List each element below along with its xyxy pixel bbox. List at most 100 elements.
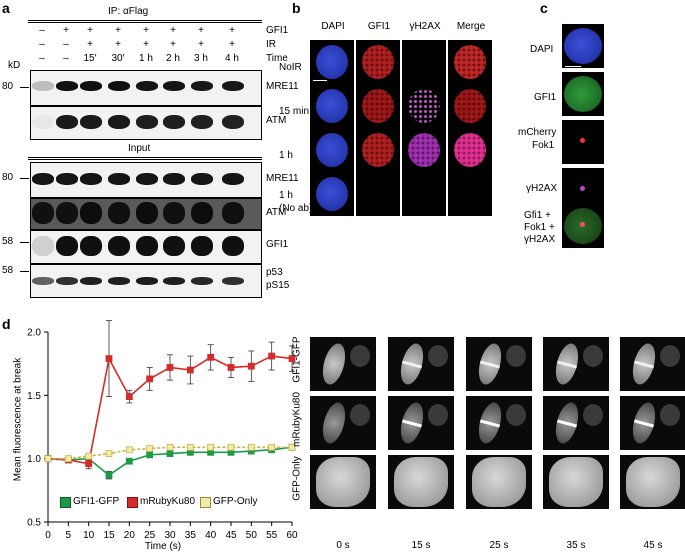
live-time-15: 15 s xyxy=(411,540,431,551)
legend-swatch-gfp-only xyxy=(200,497,211,508)
col-label-gfi1: GFI1 xyxy=(367,21,391,32)
neighbor-nucleus xyxy=(660,345,680,367)
neighbor-nucleus xyxy=(350,404,370,426)
panel-d-label: d xyxy=(2,316,11,332)
data-point xyxy=(125,446,133,454)
recruitment-chart: 0.5 1.0 1.5 2.0 0 5 10 15 20 25 30 35 40 45 50 55 60 xyxy=(27,320,298,541)
blot-label-input-atm: ATM xyxy=(266,207,287,218)
data-point xyxy=(125,393,133,400)
nucleus xyxy=(454,89,486,123)
blot-band xyxy=(80,236,102,256)
live-image xyxy=(388,396,454,450)
blot-label-ps15: pS15 xyxy=(266,280,290,291)
scale-bar xyxy=(313,80,327,81)
ir-sign: + xyxy=(143,39,149,50)
nucleus xyxy=(316,89,348,123)
blot-band xyxy=(56,173,78,185)
blot-band xyxy=(56,277,78,285)
blot-band xyxy=(222,173,244,185)
neighbor-nucleus xyxy=(428,345,448,367)
x-tick-label: 20 xyxy=(124,530,136,541)
gfi1-sign: + xyxy=(229,25,235,36)
data-point xyxy=(146,445,154,452)
c-label-gh2ax-2: γH2AX xyxy=(524,234,556,245)
marker-tick xyxy=(20,271,29,272)
blot-band xyxy=(108,81,130,91)
live-image xyxy=(466,455,532,509)
blot-band xyxy=(56,81,78,91)
blot-band xyxy=(163,81,185,91)
input-header: Input xyxy=(128,143,151,154)
if-image xyxy=(310,128,354,172)
c-label-gh2ax: γH2AX xyxy=(526,183,558,194)
data-point xyxy=(166,450,174,458)
cell-body xyxy=(472,457,526,507)
blot-band xyxy=(163,115,185,129)
c-label-gfi1: GFI1 xyxy=(534,92,557,103)
cell-body xyxy=(316,457,370,507)
ir-sign: – xyxy=(63,39,69,50)
blot-band xyxy=(191,173,213,185)
neighbor-nucleus xyxy=(350,345,370,367)
blot-band xyxy=(163,202,185,224)
x-tick-label: 45 xyxy=(225,530,237,541)
data-point xyxy=(227,443,235,451)
blot-band xyxy=(80,202,102,224)
blot-band xyxy=(136,202,158,224)
nucleus xyxy=(362,89,394,123)
col-label-dapi: DAPI xyxy=(321,21,345,32)
cell-body xyxy=(626,457,680,507)
gfi1-sign: – xyxy=(39,25,45,36)
input-header-line-2 xyxy=(28,159,262,160)
live-image xyxy=(388,337,454,391)
x-tick-label: 35 xyxy=(185,530,197,541)
ir-sign: + xyxy=(170,39,176,50)
data-point xyxy=(227,364,235,371)
blot-ip-atm xyxy=(30,106,262,140)
c-label-dapi: DAPI xyxy=(530,44,554,55)
live-image xyxy=(466,396,532,450)
if-image xyxy=(402,172,446,216)
blot-band xyxy=(108,115,130,129)
nucleus xyxy=(564,28,602,64)
if-image xyxy=(310,40,354,84)
data-point xyxy=(85,452,93,460)
time-label: 2 h xyxy=(166,53,180,64)
x-tick-label: 55 xyxy=(266,530,278,541)
marker-tick xyxy=(20,178,29,179)
blot-band xyxy=(222,115,244,129)
time-label: 15′ xyxy=(83,53,97,64)
if-image xyxy=(402,84,446,128)
input-header-line xyxy=(28,157,262,158)
blot-band xyxy=(32,202,54,224)
data-point xyxy=(268,352,276,360)
blot-band xyxy=(191,81,213,91)
live-image xyxy=(543,455,609,509)
live-image xyxy=(310,337,376,391)
gfi1-sign: + xyxy=(198,25,204,36)
if-image xyxy=(310,172,354,216)
if-image xyxy=(402,40,446,84)
gfi1-sign: + xyxy=(87,25,93,36)
c-label-fok1: Fok1 xyxy=(532,140,555,151)
data-point xyxy=(105,471,113,479)
time-label: 1 h xyxy=(139,53,153,64)
row-label-time: Time xyxy=(266,53,288,64)
blot-band xyxy=(222,277,244,285)
data-point xyxy=(247,362,255,370)
focus-dot xyxy=(580,222,585,227)
ir-sign: + xyxy=(229,39,235,50)
live-image xyxy=(620,396,685,450)
ir-sign: + xyxy=(87,39,93,50)
row-label-15min: 15 min xyxy=(279,106,310,117)
live-time-25: 25 s xyxy=(489,540,509,551)
data-point xyxy=(247,443,255,451)
y-tick-label: 1.0 xyxy=(27,454,41,465)
live-image xyxy=(388,455,454,509)
focus-dot xyxy=(580,138,585,143)
blot-ip-mre11 xyxy=(30,70,262,106)
time-label: 4 h xyxy=(225,53,239,64)
nucleus xyxy=(564,76,602,112)
marker-58-gfi1: 58 xyxy=(2,236,14,247)
data-point xyxy=(268,443,276,451)
